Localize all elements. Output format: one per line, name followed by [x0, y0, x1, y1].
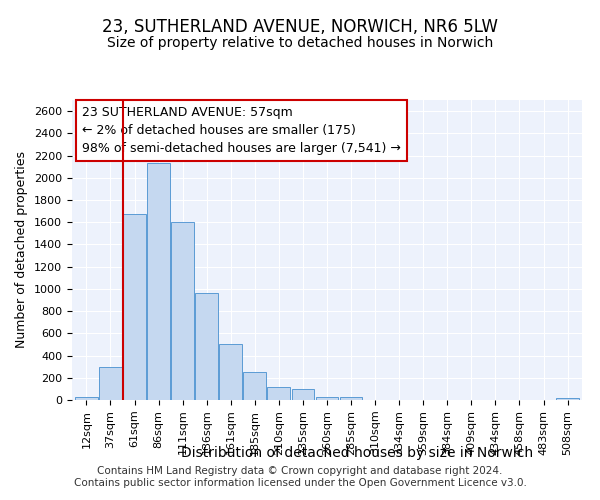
Bar [556, 398, 579, 400]
Bar [75, 396, 98, 400]
Text: 23 SUTHERLAND AVENUE: 57sqm
← 2% of detached houses are smaller (175)
98% of sem: 23 SUTHERLAND AVENUE: 57sqm ← 2% of deta… [82, 106, 401, 155]
Bar [268, 386, 290, 400]
Bar [147, 164, 170, 400]
Y-axis label: Number of detached properties: Number of detached properties [16, 152, 28, 348]
Bar [171, 222, 194, 400]
Bar [220, 344, 242, 400]
Bar [195, 294, 218, 400]
Bar [99, 366, 122, 400]
Bar [123, 214, 146, 400]
Text: Contains HM Land Registry data © Crown copyright and database right 2024.
Contai: Contains HM Land Registry data © Crown c… [74, 466, 526, 487]
Text: 23, SUTHERLAND AVENUE, NORWICH, NR6 5LW: 23, SUTHERLAND AVENUE, NORWICH, NR6 5LW [102, 18, 498, 36]
Bar [292, 390, 314, 400]
Bar [244, 372, 266, 400]
Text: Size of property relative to detached houses in Norwich: Size of property relative to detached ho… [107, 36, 493, 50]
Bar [340, 397, 362, 400]
Bar [316, 396, 338, 400]
Text: Distribution of detached houses by size in Norwich: Distribution of detached houses by size … [181, 446, 533, 460]
